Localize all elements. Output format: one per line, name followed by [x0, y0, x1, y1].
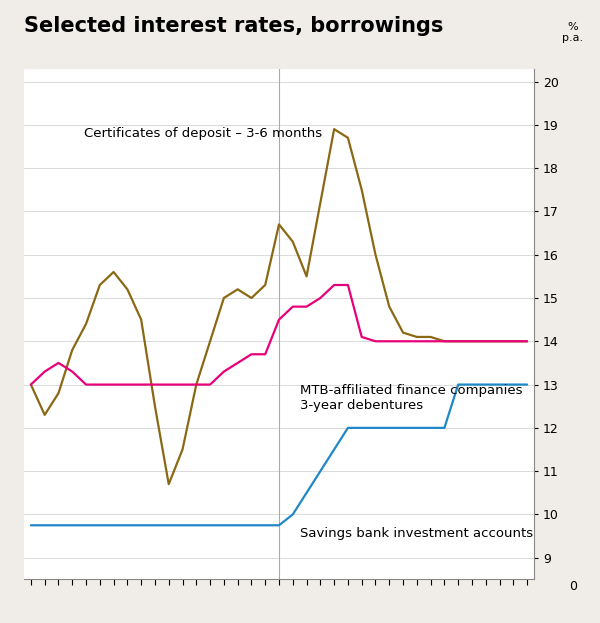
Text: %
p.a.: % p.a. [562, 22, 584, 44]
Text: MTB-affiliated finance companies
3-year debentures: MTB-affiliated finance companies 3-year … [299, 384, 522, 412]
Text: 0: 0 [569, 581, 577, 593]
Text: Selected interest rates, borrowings: Selected interest rates, borrowings [24, 16, 443, 36]
Text: Savings bank investment accounts: Savings bank investment accounts [299, 528, 533, 540]
Text: Certificates of deposit – 3-6 months: Certificates of deposit – 3-6 months [84, 127, 322, 140]
